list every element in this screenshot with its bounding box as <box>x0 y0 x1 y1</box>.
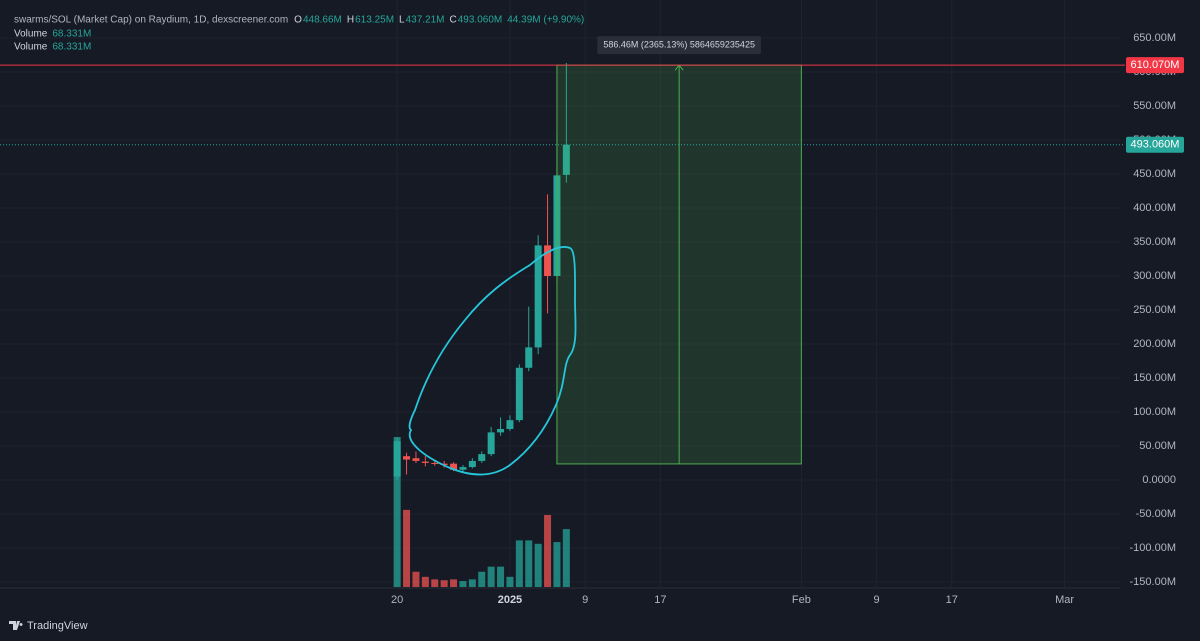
candle-body <box>487 432 495 455</box>
x-tick-label: 2025 <box>498 594 522 606</box>
candle-body <box>534 245 542 348</box>
y-tick-label: 450.00M <box>1133 168 1176 180</box>
x-tick-label: 17 <box>946 594 958 606</box>
volume-bar <box>450 579 458 587</box>
y-tick-label: 0.0000 <box>1142 474 1176 486</box>
candle-body <box>459 467 467 470</box>
price-label-bg <box>1126 57 1184 74</box>
candle-body <box>468 460 476 468</box>
volume-bar <box>478 571 486 587</box>
volume-value: 68.331M <box>52 42 91 53</box>
volume-bar <box>544 514 552 587</box>
candle-body <box>506 420 514 429</box>
volume-bar <box>431 579 439 587</box>
candle-body <box>562 144 570 175</box>
y-tick-label: 50.00M <box>1139 440 1176 452</box>
x-tick-label: 9 <box>873 594 879 606</box>
volume-bar <box>534 543 542 587</box>
volume-bar <box>515 540 523 587</box>
measure-label: 586.46M (2365.13%) 5864659235425 <box>603 40 755 50</box>
volume-bar <box>553 542 561 587</box>
ohlc-value: 437.21M <box>406 15 445 26</box>
ohlc-value: 448.66M <box>303 15 342 26</box>
y-tick-label: 650.00M <box>1133 32 1176 44</box>
candle-body <box>403 456 411 460</box>
candle-body <box>544 245 552 276</box>
volume-bar <box>459 581 467 587</box>
x-tick-label: Feb <box>792 594 811 606</box>
candle-body <box>431 462 439 464</box>
measure-label-bg <box>597 36 761 55</box>
change: 44.39M (+9.90%) <box>507 15 584 26</box>
y-tick-label: 250.00M <box>1133 304 1176 316</box>
volume-value: 68.331M <box>52 29 91 40</box>
volume-bar <box>403 509 411 587</box>
marks: 586.46M (2365.13%) 5864659235425 <box>0 36 1125 587</box>
candle-body <box>393 441 401 477</box>
volume-bar <box>562 529 570 587</box>
y-tick-label: -50.00M <box>1136 508 1176 520</box>
y-tick-label: -100.00M <box>1130 542 1176 554</box>
y-tick-label: 300.00M <box>1133 270 1176 282</box>
volume-label: Volume <box>14 42 48 53</box>
volume-bar <box>468 579 476 587</box>
candle-body <box>412 458 420 461</box>
candle-body <box>525 347 533 368</box>
candle-body <box>440 463 448 466</box>
x-tick-label: 9 <box>582 594 588 606</box>
ohlc-value: 493.060M <box>458 15 502 26</box>
y-tick-label: 550.00M <box>1133 100 1176 112</box>
y-tick-label: 350.00M <box>1133 236 1176 248</box>
candle-body <box>450 463 458 470</box>
symbol-title: swarms/SOL (Market Cap) on Raydium, 1D, … <box>14 15 288 26</box>
ohlc-label: O <box>294 15 302 26</box>
volume-bar <box>497 566 505 587</box>
y-tick-label: 150.00M <box>1133 372 1176 384</box>
candle-body <box>478 454 486 461</box>
price-axis: 650.00M600.00M550.00M500.00M450.00M400.0… <box>391 32 1184 606</box>
brand-name: TradingView <box>27 620 88 632</box>
y-tick-label: 100.00M <box>1133 406 1176 418</box>
brand: TradingView <box>9 620 88 632</box>
candle-body <box>497 428 505 433</box>
ohlc-value: 613.25M <box>355 15 394 26</box>
ohlc-label: H <box>347 15 354 26</box>
price-label-bg <box>1126 136 1184 153</box>
freehand-annotation <box>408 246 577 476</box>
y-tick-label: 200.00M <box>1133 338 1176 350</box>
ohlc-label: L <box>399 15 405 26</box>
candle-body <box>421 461 429 463</box>
ohlc-label: C <box>450 15 457 26</box>
x-tick-label: Mar <box>1055 594 1074 606</box>
volume-bar <box>393 437 401 587</box>
volume-bar <box>412 571 420 587</box>
volume-label: Volume <box>14 29 48 40</box>
volume-bar <box>440 580 448 587</box>
x-tick-label: 20 <box>391 594 403 606</box>
price-label: 493.060M <box>1131 139 1180 151</box>
price-label: 610.070M <box>1131 59 1180 71</box>
volume-bar <box>506 576 514 587</box>
volume-bar <box>421 576 429 587</box>
y-tick-label: 400.00M <box>1133 202 1176 214</box>
brand-logo <box>9 621 23 630</box>
x-tick-label: 17 <box>654 594 666 606</box>
y-tick-label: -150.00M <box>1130 576 1176 588</box>
volume-bar <box>525 540 533 587</box>
volume-bar <box>487 566 495 587</box>
legend: O 448.66M H 613.25M L 437.21M C 493.060M 44.39M … <box>14 15 584 53</box>
candle-body <box>515 367 523 421</box>
